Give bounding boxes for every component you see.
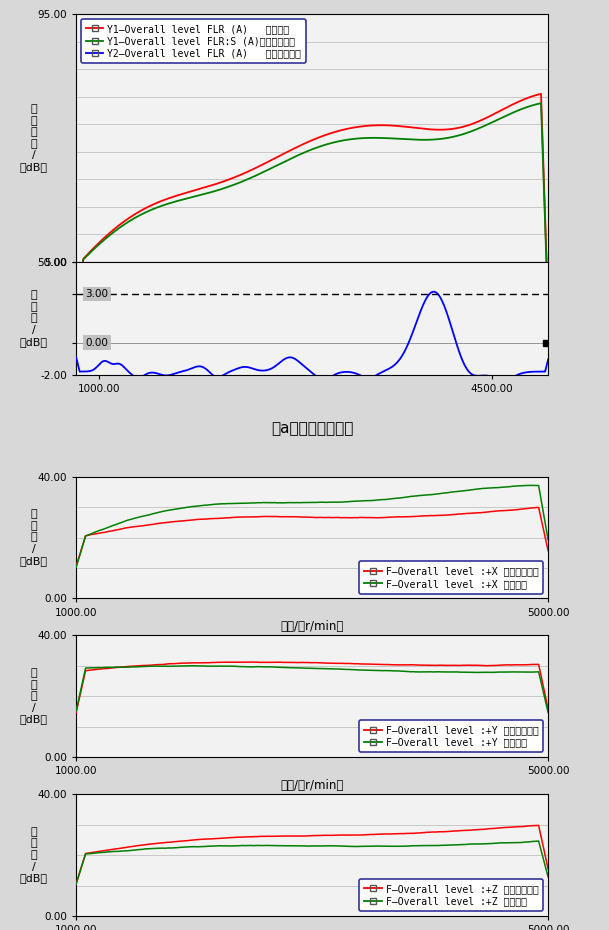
Y-axis label: 隔
振
率
/
（dB）: 隔 振 率 / （dB） [19, 827, 48, 883]
Text: （a）车内噪声对比: （a）车内噪声对比 [271, 421, 353, 436]
X-axis label: 转速/（r/min）: 转速/（r/min） [280, 779, 344, 792]
Text: 0.00: 0.00 [85, 338, 108, 348]
Legend: F—Overall level :+Y 优化后右悬置, F—Overall level :+Y 原右悬置: F—Overall level :+Y 优化后右悬置, F—Overall le… [359, 720, 543, 752]
Y-axis label: 隔
振
率
/
（dB）: 隔 振 率 / （dB） [19, 510, 48, 565]
Y-axis label: 隔
振
率
/
（dB）: 隔 振 率 / （dB） [19, 668, 48, 724]
Legend: Y1—Overall level FLR (A)   原右悬置, Y1—Overall level FLR:S (A)优化后右悬置, Y2—Overall le: Y1—Overall level FLR (A) 原右悬置, Y1—Overal… [81, 19, 306, 63]
Legend: F—Overall level :+X 优化后右悬置, F—Overall level :+X 原右悬置: F—Overall level :+X 优化后右悬置, F—Overall le… [359, 562, 543, 593]
Y-axis label: 隔
振
率
/
（dB）: 隔 振 率 / （dB） [19, 290, 48, 347]
X-axis label: 转速/（r/min）: 转速/（r/min） [280, 620, 344, 633]
Legend: F—Overall level :+Z 优化后右悬置, F—Overall level :+Z 原右悬置: F—Overall level :+Z 优化后右悬置, F—Overall le… [359, 879, 543, 911]
Text: 3.00: 3.00 [85, 289, 108, 299]
Y-axis label: 加
速
度
级
/
（dB）: 加 速 度 级 / （dB） [19, 104, 48, 172]
